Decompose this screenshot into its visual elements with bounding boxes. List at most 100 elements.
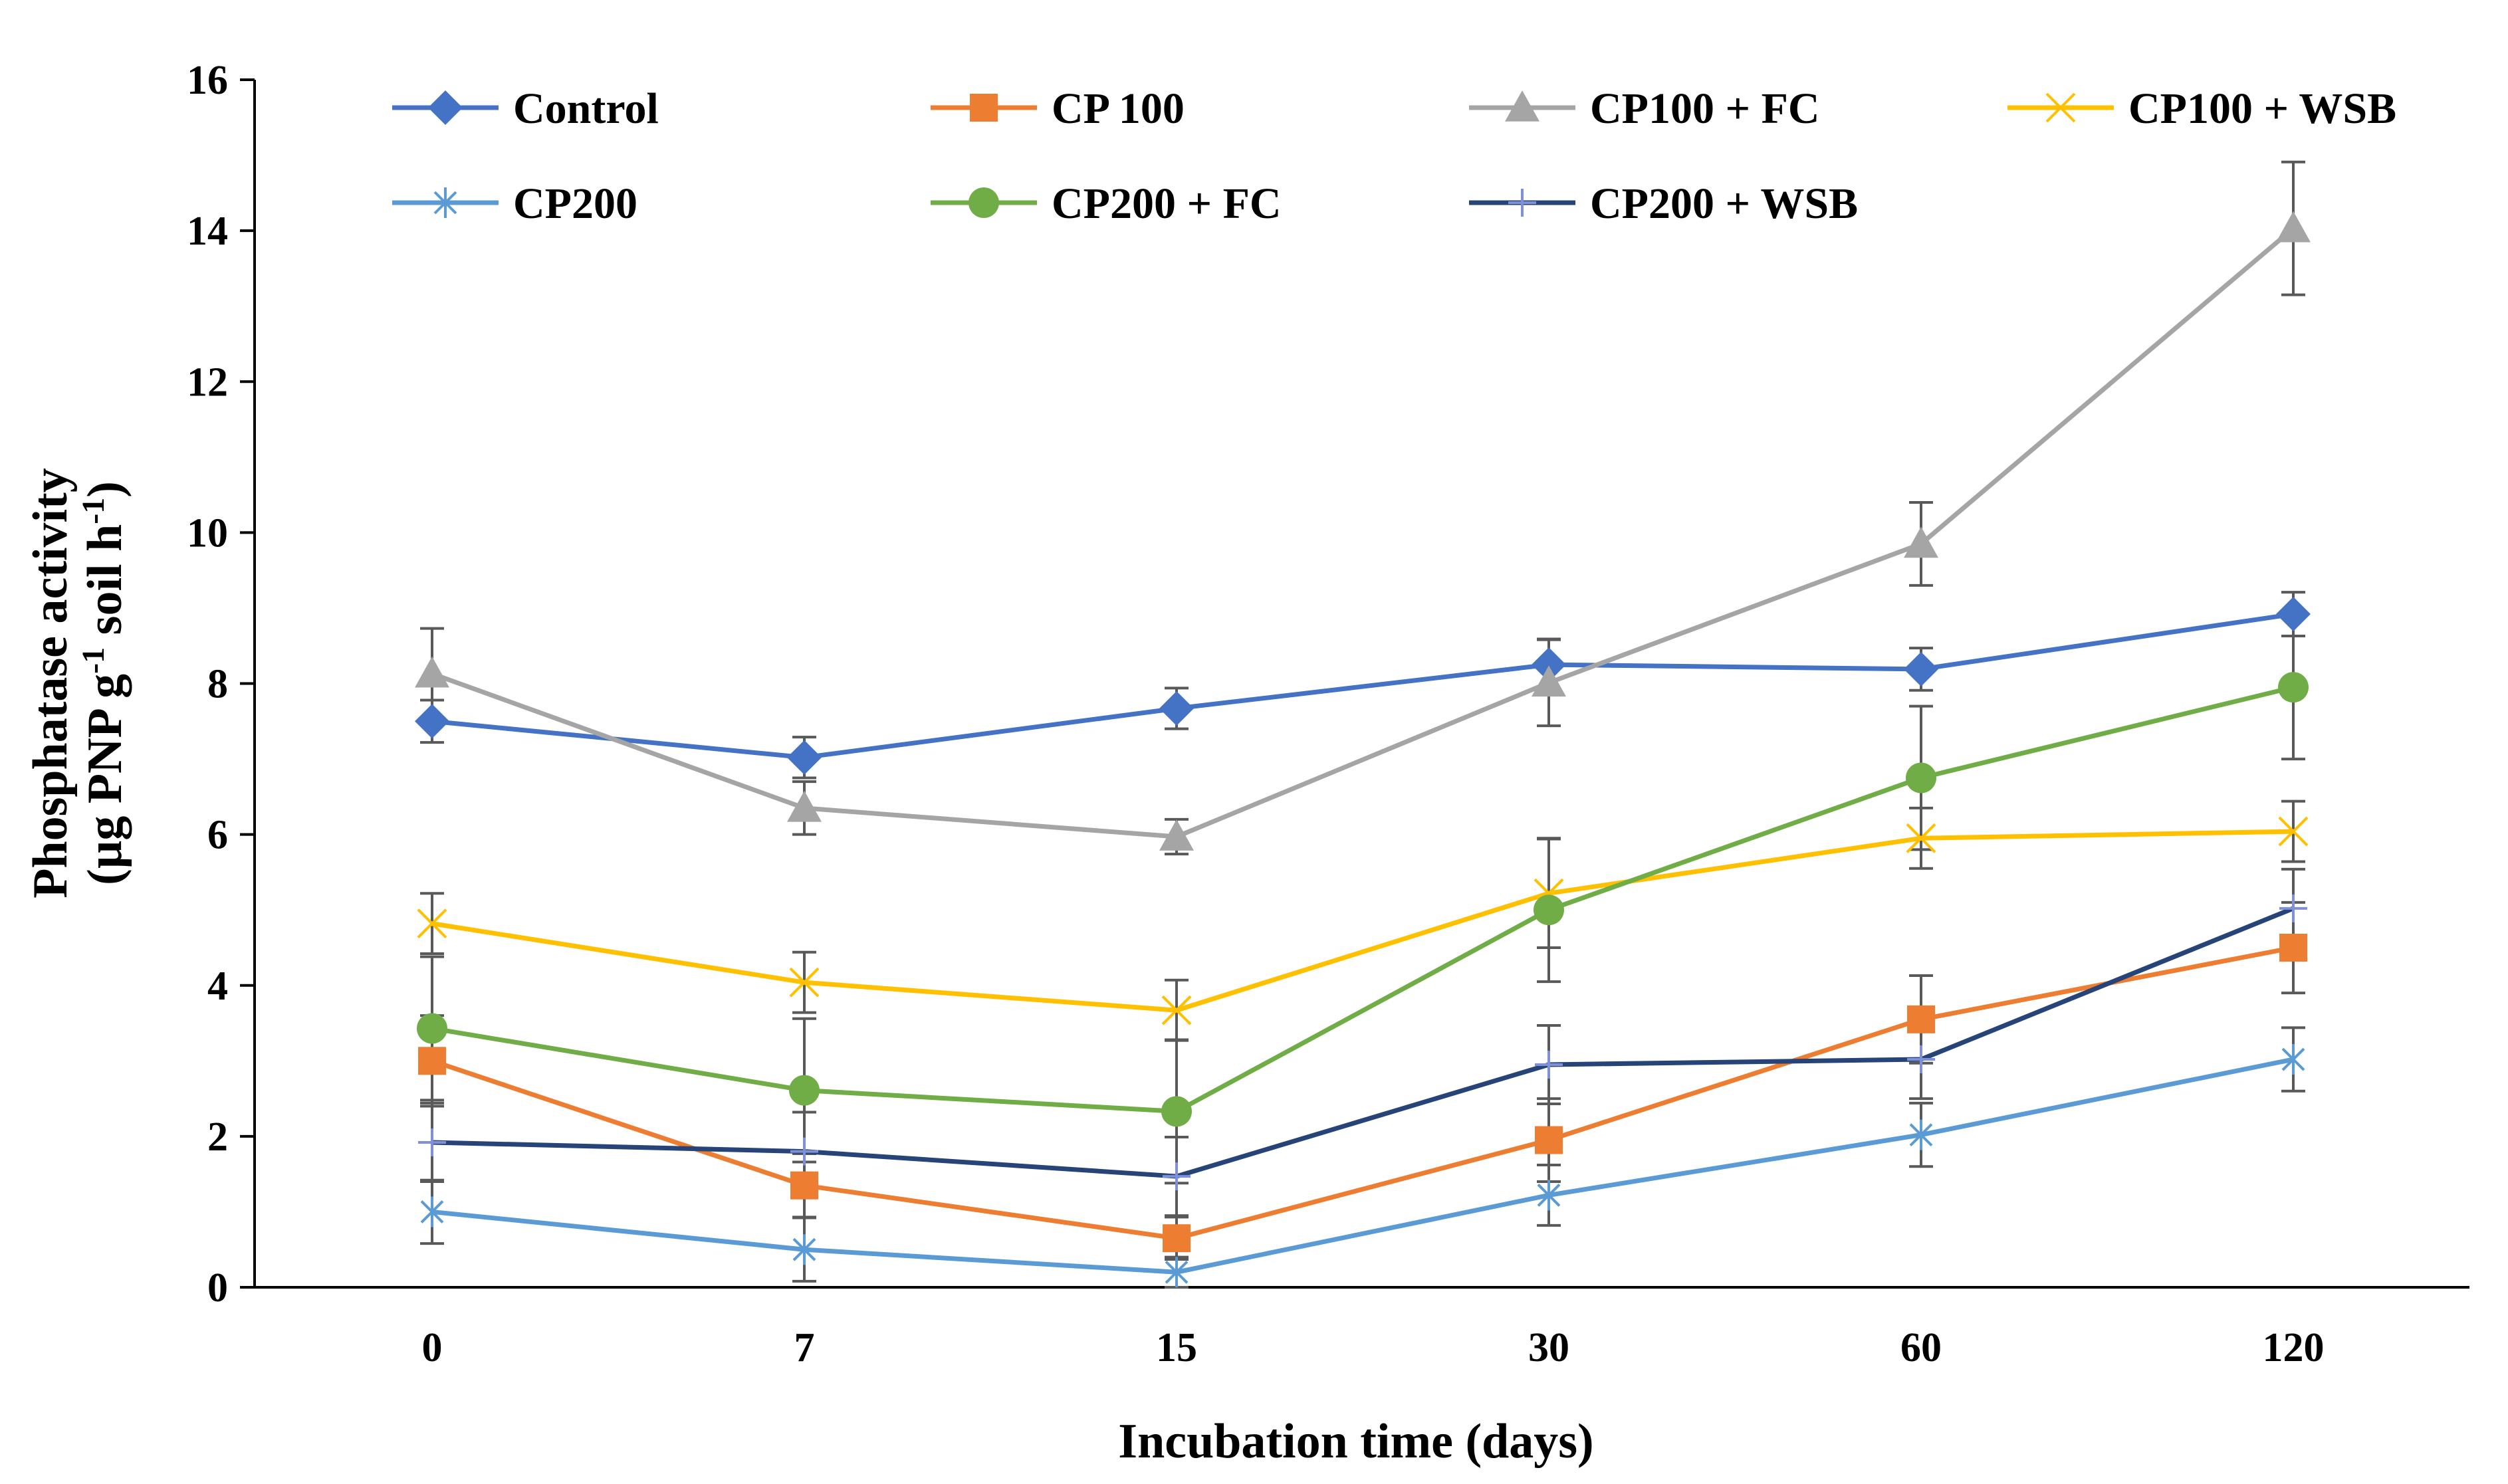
legend-item: CP 100 [931, 84, 1185, 133]
series [420, 1044, 2305, 1288]
series-line [431, 945, 2294, 1241]
x-tick-label: 15 [1156, 1325, 1197, 1370]
x-marker [417, 908, 447, 939]
circle-marker [1906, 762, 1936, 794]
triangle-marker [1904, 526, 1938, 558]
legend-label: CP100 + WSB [2128, 84, 2396, 133]
diamond-marker [1159, 690, 1194, 726]
series [417, 816, 2309, 1025]
y-axis-title-superscript-2: -1 [76, 498, 111, 524]
legend-label: CP 100 [1052, 84, 1185, 133]
series [415, 211, 2311, 851]
circle-marker [2278, 672, 2309, 703]
y-axis-title-part-1: (µg PNP g [78, 674, 132, 885]
legend: Control CP 100 CP100 + FC CP100 + WSB CP200 C… [392, 84, 2396, 228]
legend-label: CP200 + WSB [1590, 179, 1858, 228]
square-marker [790, 1171, 818, 1200]
y-tick-label: 0 [207, 1265, 228, 1311]
asterisk-marker [420, 1196, 444, 1227]
series-line [431, 227, 2295, 839]
x-tick-label: 120 [2263, 1325, 2325, 1370]
legend-item: CP200 [392, 179, 637, 228]
series-line [431, 829, 2294, 1013]
triangle-marker [1505, 90, 1539, 122]
y-axis-title-line1: Phosphatase activity [23, 468, 78, 899]
x-marker [789, 967, 820, 998]
plus-marker [1508, 189, 1536, 217]
circle-marker [417, 1013, 447, 1044]
y-axis-title-superscript-1: -1 [76, 647, 111, 674]
plus-marker [1907, 1045, 1935, 1074]
circle-marker [969, 187, 999, 218]
y-axis-title-line2: (µg PNP g-1 soil h-1) [76, 481, 133, 885]
plus-marker [1535, 1050, 1563, 1079]
y-tick-label: 12 [187, 360, 228, 405]
y-tick-label: 10 [187, 510, 228, 556]
y-tick-label: 6 [207, 813, 228, 858]
x-marker [2278, 816, 2309, 847]
series-line [431, 685, 2294, 1114]
y-axis-title-part-2: soil h [78, 524, 132, 647]
series [418, 933, 2307, 1253]
legend-item: Control [392, 84, 659, 133]
x-marker [1906, 823, 1936, 853]
series [417, 672, 2309, 1127]
x-tick-label: 7 [794, 1325, 815, 1370]
y-tick-label: 16 [187, 58, 228, 103]
series-line [431, 1057, 2294, 1275]
square-marker [1907, 1005, 1935, 1033]
square-marker [1535, 1126, 1563, 1154]
asterisk-marker [433, 187, 457, 218]
triangle-marker [415, 656, 449, 688]
plus-marker [2279, 894, 2307, 922]
plus-marker [418, 1128, 446, 1156]
legend-item: CP100 + WSB [2007, 84, 2396, 133]
circle-marker [1534, 895, 1564, 926]
legend-label: CP200 [513, 179, 637, 228]
x-marker [2045, 92, 2076, 123]
legend-item: CP200 + FC [931, 179, 1282, 228]
y-tick-label: 8 [207, 662, 228, 707]
asterisk-marker [1537, 1180, 1561, 1211]
x-tick-label: 30 [1528, 1325, 1569, 1370]
x-marker [1161, 995, 1192, 1025]
y-tick-label: 2 [207, 1114, 228, 1160]
legend-item: CP100 + FC [1469, 84, 1820, 133]
y-axis-title-part-3: ) [78, 481, 132, 498]
circle-marker [789, 1075, 820, 1106]
plus-marker [790, 1137, 818, 1166]
diamond-marker [787, 740, 822, 775]
series-line [431, 611, 2294, 760]
circle-marker [1161, 1096, 1192, 1127]
y-tick-label: 4 [207, 964, 228, 1009]
square-marker [970, 94, 998, 122]
asterisk-marker [1909, 1119, 1933, 1150]
triangle-marker [1159, 819, 1194, 851]
diamond-marker [2276, 597, 2311, 632]
triangle-marker [787, 790, 822, 822]
plus-marker [1163, 1162, 1191, 1191]
x-axis-title: Incubation time (days) [1118, 1414, 1593, 1469]
y-tick-label: 14 [187, 209, 228, 254]
legend-label: CP100 + FC [1590, 84, 1820, 133]
legend-item: CP200 + WSB [1469, 179, 1858, 228]
y-axis-ticks: 0 2 4 6 8 10 12 14 16 [187, 58, 255, 1311]
diamond-marker [428, 90, 463, 125]
y-axis-title: Phosphatase activity (µg PNP g-1 soil h-… [23, 468, 132, 899]
x-tick-label: 0 [422, 1325, 443, 1370]
asterisk-marker [2281, 1044, 2305, 1075]
series-line [431, 906, 2295, 1179]
diamond-marker [1532, 647, 1566, 683]
series [415, 597, 2311, 775]
plot-area [415, 160, 2311, 1289]
legend-label: CP200 + FC [1052, 179, 1282, 228]
legend-label: Control [513, 84, 659, 133]
triangle-marker [1532, 665, 1566, 697]
square-marker [2279, 933, 2307, 962]
triangle-marker [2276, 211, 2311, 243]
x-tick-label: 60 [1900, 1325, 1942, 1370]
asterisk-marker [1165, 1257, 1189, 1288]
diamond-marker [1904, 651, 1938, 687]
